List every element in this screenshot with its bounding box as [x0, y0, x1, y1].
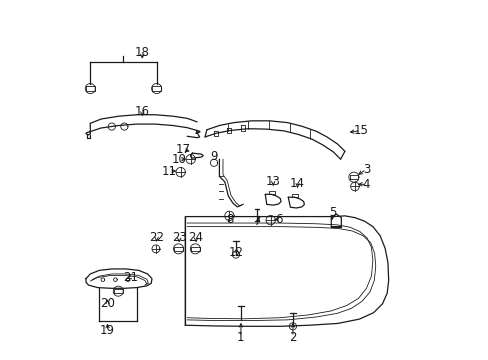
Text: 8: 8: [226, 213, 233, 226]
Text: 22: 22: [149, 231, 164, 244]
Text: 18: 18: [135, 46, 149, 59]
Text: 14: 14: [289, 177, 305, 190]
Text: 9: 9: [210, 150, 217, 163]
Text: 5: 5: [328, 207, 335, 220]
Text: 23: 23: [171, 231, 186, 244]
Text: 1: 1: [237, 330, 244, 343]
Text: 7: 7: [254, 215, 262, 228]
Text: 11: 11: [162, 165, 176, 177]
Text: 16: 16: [135, 105, 149, 118]
Text: 4: 4: [362, 178, 369, 191]
Text: 2: 2: [288, 330, 296, 343]
Text: 12: 12: [229, 246, 244, 259]
Text: 21: 21: [122, 271, 138, 284]
Text: 20: 20: [100, 297, 115, 310]
Text: 24: 24: [188, 231, 203, 244]
Text: 15: 15: [353, 124, 368, 137]
Text: 3: 3: [362, 163, 369, 176]
Text: 6: 6: [274, 213, 282, 226]
Text: 10: 10: [171, 153, 186, 166]
Text: 19: 19: [100, 324, 115, 337]
Text: 17: 17: [175, 143, 190, 156]
Text: 13: 13: [265, 175, 280, 188]
